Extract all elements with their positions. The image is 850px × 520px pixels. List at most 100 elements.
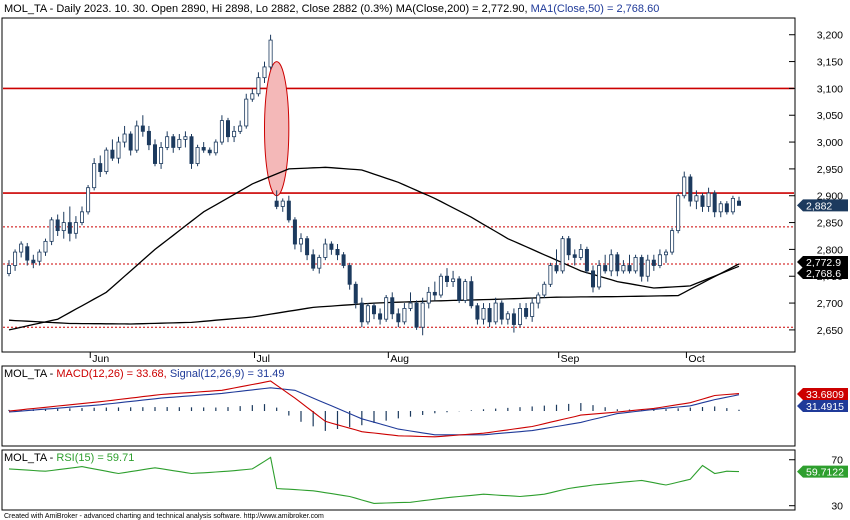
rsi-axis: 70 30 (789, 455, 843, 513)
candle-body (402, 308, 407, 323)
rsi-badge: 59.7122 (797, 465, 848, 479)
candle-body (542, 283, 547, 296)
rsi-panel: MOL_TA - RSI(15) = 59.71 70 30 59.7122 (1, 449, 848, 513)
candle-body (116, 141, 121, 159)
candle-body (469, 281, 474, 307)
candle-68 (420, 297, 425, 336)
candle-body (597, 265, 602, 288)
macd-panel: MOL_TA - MACD(12,26) = 33.68, Signal(12,… (1, 365, 848, 447)
candle-body (578, 248, 583, 258)
candle-83 (511, 308, 516, 333)
candle-body (280, 200, 285, 207)
candle-body (566, 238, 571, 256)
candle-body (298, 238, 303, 245)
candle-114 (700, 193, 705, 212)
candle-body (475, 305, 480, 320)
candle-92 (566, 235, 571, 261)
candle-body (256, 77, 261, 95)
candle-59 (365, 303, 370, 325)
candle-body (438, 275, 443, 296)
candle-body (560, 238, 565, 272)
ma200-label: MA(Close,200) = 2,772.90, (396, 3, 528, 15)
candle-body (645, 259, 650, 277)
candle-66 (408, 292, 413, 312)
candle-body (493, 302, 498, 323)
candle-body (609, 254, 614, 272)
candle-body (371, 305, 376, 315)
candle-40 (250, 88, 255, 102)
candle-body (86, 187, 91, 213)
candle-body (225, 120, 230, 138)
candle-32 (201, 142, 206, 153)
candle-body (171, 136, 176, 148)
candle-body (390, 297, 395, 315)
candle-body (177, 138, 182, 148)
candle-13 (86, 185, 91, 215)
candle-105 (645, 254, 650, 282)
candle-body (584, 248, 589, 272)
candle-body (481, 308, 486, 320)
candle-90 (554, 249, 559, 274)
candle-109 (670, 227, 675, 255)
candle-14 (92, 158, 97, 191)
candle-body (146, 130, 151, 146)
price-badge-label: 2,772.9 (806, 257, 841, 269)
candle-body (457, 278, 462, 301)
price-badge-bg (797, 256, 848, 268)
candle-body (518, 308, 523, 325)
candle-80 (493, 297, 498, 325)
candle-42 (262, 61, 267, 84)
price-tick-label: 2,800 (817, 244, 843, 256)
candle-body (292, 219, 297, 245)
candle-body (274, 200, 279, 207)
candle-53 (329, 241, 334, 255)
candle-body (341, 254, 346, 266)
candle-93 (572, 249, 577, 266)
ma50-line (8, 166, 740, 331)
price-badge-label: 2,882 (806, 200, 832, 212)
candle-95 (584, 246, 589, 274)
candle-body (426, 291, 431, 304)
candle-body (676, 195, 681, 232)
candle-29 (183, 131, 188, 148)
candle-body (365, 305, 370, 323)
candle-body (737, 200, 742, 206)
candle-117 (718, 201, 723, 218)
horizontal-lines (3, 87, 794, 328)
candle-body (219, 120, 224, 143)
price-tick-label: 3,100 (817, 83, 843, 95)
candle-body (657, 254, 662, 266)
candle-72 (444, 268, 449, 287)
candle-body (664, 251, 669, 256)
macd-histogram (8, 403, 740, 431)
candle-12 (80, 206, 85, 226)
candle-body (73, 222, 78, 234)
rsi-badges: 59.7122 (797, 465, 848, 479)
candle-body (432, 291, 437, 296)
candle-50 (311, 249, 316, 271)
candle-body (639, 257, 644, 277)
candle-77 (475, 303, 480, 325)
candle-body (195, 147, 200, 164)
price-badge-1: 2,772.9 (797, 256, 848, 269)
candle-body (262, 66, 267, 79)
candle-body (670, 230, 675, 253)
candle-88 (542, 281, 547, 298)
candle-body (615, 254, 620, 272)
candle-body (688, 176, 693, 202)
candle-116 (712, 190, 717, 218)
candle-99 (609, 249, 614, 277)
candle-82 (505, 311, 510, 325)
candle-65 (402, 303, 407, 325)
candle-34 (213, 139, 218, 156)
macd-lines (8, 380, 740, 438)
candle-84 (518, 303, 523, 328)
candle-body (122, 133, 127, 143)
candle-101 (621, 260, 626, 274)
candle-body (92, 163, 97, 189)
candle-36 (225, 117, 230, 143)
candle-44 (274, 190, 279, 210)
candle-89 (548, 262, 553, 287)
candle-38 (238, 120, 243, 135)
